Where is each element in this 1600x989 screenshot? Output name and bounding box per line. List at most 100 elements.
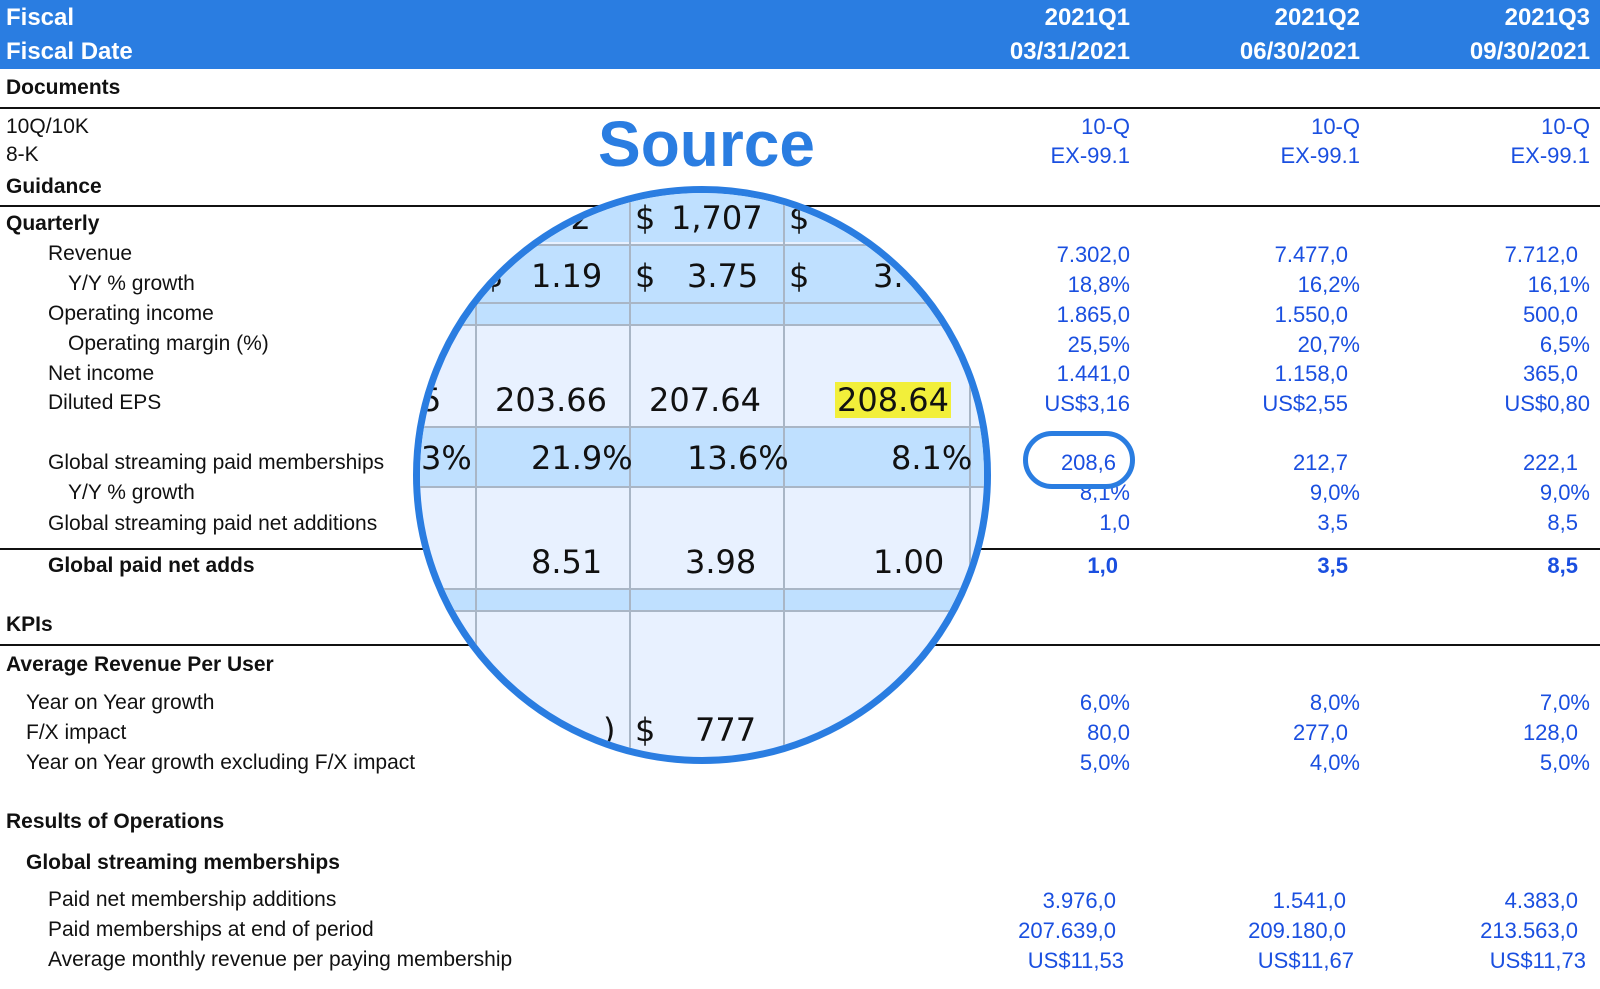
row-label-gspm: Global streaming paid memberships — [48, 451, 385, 474]
cell-gspna-q3[interactable]: 8,5 — [1547, 510, 1578, 535]
cell-fx-q1[interactable]: 80,0 — [1087, 720, 1130, 745]
cell-yoy-ex-fx-q1[interactable]: 5,0% — [1079, 750, 1130, 775]
section-quarterly: Quarterly — [6, 212, 100, 235]
row-label-gpna: Global paid net adds — [48, 554, 255, 577]
row-label-yoy-ex-fx: Year on Year growth excluding F/X impact — [26, 751, 416, 774]
cell-gspna-q1[interactable]: 1,0 — [1099, 510, 1130, 535]
magnifier-gridline — [420, 588, 984, 590]
magnifier-gridline — [420, 302, 984, 304]
cell-doc1-q1[interactable]: 10-Q — [1081, 114, 1130, 139]
cell-avg-rev-q1[interactable]: US$11,53 — [1027, 948, 1124, 973]
magnifier-lens: -2 $ 1,707 $ $ 1.19 $ 3.75 $ 3. 5 203.66… — [413, 186, 991, 764]
cell-gpna-q2[interactable]: 3,5 — [1317, 553, 1348, 578]
period-q2-quarter[interactable]: 2021Q2 — [1274, 4, 1360, 31]
cell-op-income-q1[interactable]: 1.865,0 — [1056, 302, 1130, 327]
cell-op-margin-q2[interactable]: 20,7% — [1297, 332, 1360, 357]
cell-doc2-q2[interactable]: EX-99.1 — [1280, 143, 1361, 168]
cell-fx-q3[interactable]: 128,0 — [1522, 720, 1578, 745]
magnifier-band — [420, 193, 984, 242]
cell-diluted-eps-q3[interactable]: US$0,80 — [1504, 391, 1590, 416]
magnifier-content: -2 $ 1,707 $ $ 1.19 $ 3.75 $ 3. 5 203.66… — [420, 193, 984, 757]
cell-op-income-q3[interactable]: 500,0 — [1522, 302, 1578, 327]
cell-diluted-eps-q1[interactable]: US$3,16 — [1044, 391, 1130, 416]
cell-yoy-ex-fx-q2[interactable]: 4,0% — [1309, 750, 1360, 775]
cell-yoy-q2[interactable]: 8,0% — [1309, 690, 1360, 715]
row-label-gspm-growth: Y/Y % growth — [68, 481, 195, 504]
mag-cell: 8.1% — [891, 439, 973, 477]
row-label-paid-end: Paid memberships at end of period — [48, 918, 374, 941]
cell-revenue-growth-q2[interactable]: 16,2% — [1297, 272, 1360, 297]
cell-gpna-q1[interactable]: 1,0 — [1087, 553, 1118, 578]
cell-net-income-q2[interactable]: 1.158,0 — [1274, 361, 1348, 386]
magnifier-band — [420, 302, 984, 324]
section-gsm: Global streaming memberships — [26, 851, 340, 874]
cell-paid-net-add-q2[interactable]: 1.541,0 — [1272, 888, 1346, 913]
mag-cell: 1.19 — [531, 257, 603, 295]
cell-fx-q2[interactable]: 277,0 — [1292, 720, 1348, 745]
cell-revenue-growth-q3[interactable]: 16,1% — [1527, 272, 1590, 297]
row-label-avg-rev: Average monthly revenue per paying membe… — [48, 948, 513, 971]
section-documents: Documents — [6, 76, 121, 99]
cell-paid-end-q1[interactable]: 207.639,0 — [1018, 918, 1116, 943]
cell-gspna-q2[interactable]: 3,5 — [1317, 510, 1348, 535]
mag-cell: $ — [635, 711, 656, 749]
cell-paid-end-q2[interactable]: 209.180,0 — [1248, 918, 1346, 943]
cell-avg-rev-q3[interactable]: US$11,73 — [1489, 948, 1586, 973]
cell-paid-net-add-q1[interactable]: 3.976,0 — [1042, 888, 1116, 913]
cell-gspm-q1[interactable]: 208,6 — [1060, 450, 1116, 475]
period-q3-date: 09/30/2021 — [1469, 38, 1590, 65]
cell-gpna-q3[interactable]: 8,5 — [1547, 553, 1578, 578]
mag-highlighted-cell: 208.64 — [835, 381, 951, 419]
row-label-operating-income: Operating income — [48, 302, 214, 325]
mag-cell: $ — [635, 257, 656, 295]
mag-cell: -2 — [559, 199, 591, 237]
cell-doc1-q3[interactable]: 10-Q — [1541, 114, 1590, 139]
cell-revenue-q3[interactable]: 7.712,0 — [1504, 242, 1578, 267]
cell-avg-rev-q2[interactable]: US$11,67 — [1257, 948, 1354, 973]
cell-net-income-q1[interactable]: 1.441,0 — [1056, 361, 1130, 386]
cell-diluted-eps-q2[interactable]: US$2,55 — [1262, 391, 1348, 416]
cell-net-income-q3[interactable]: 365,0 — [1522, 361, 1578, 386]
row-label-revenue: Revenue — [48, 242, 133, 265]
row-label-paid-net-add: Paid net membership additions — [48, 888, 337, 911]
cell-revenue-q2[interactable]: 7.477,0 — [1274, 242, 1348, 267]
period-q1-date: 03/31/2021 — [1009, 38, 1130, 65]
cell-gspm-q2[interactable]: 212,7 — [1292, 450, 1348, 475]
section-kpis: KPIs — [6, 613, 53, 636]
mag-cell: 21.9% — [531, 439, 633, 477]
mag-cell: 3.75 — [687, 257, 759, 295]
mag-cell: $ — [483, 257, 504, 295]
period-q1-quarter[interactable]: 2021Q1 — [1044, 4, 1130, 31]
cell-gspm-growth-q3[interactable]: 9,0% — [1539, 480, 1590, 505]
fiscal-date-label: Fiscal Date — [6, 38, 133, 65]
mag-cell: ) — [421, 543, 434, 581]
cell-doc2-q1[interactable]: EX-99.1 — [1050, 143, 1131, 168]
magnifier-band — [420, 426, 984, 486]
cell-op-margin-q1[interactable]: 25,5% — [1067, 332, 1130, 357]
cell-doc1-q2[interactable]: 10-Q — [1311, 114, 1360, 139]
cell-op-income-q2[interactable]: 1.550,0 — [1274, 302, 1348, 327]
mag-cell: 13.6% — [687, 439, 789, 477]
mag-cell: 8.51 — [531, 543, 603, 581]
cell-op-margin-q3[interactable]: 6,5% — [1539, 332, 1590, 357]
cell-yoy-ex-fx-q3[interactable]: 5,0% — [1539, 750, 1590, 775]
period-q3-quarter[interactable]: 2021Q3 — [1504, 4, 1590, 31]
magnifier-gridline — [420, 486, 984, 488]
cell-revenue-q1[interactable]: 7.302,0 — [1056, 242, 1130, 267]
highlight-oval — [1023, 431, 1135, 489]
magnifier-band — [420, 246, 984, 302]
cell-gspm-q3[interactable]: 222,1 — [1522, 450, 1578, 475]
source-label: Source — [598, 108, 815, 180]
cell-paid-end-q3[interactable]: 213.563,0 — [1480, 918, 1578, 943]
cell-gspm-growth-q2[interactable]: 9,0% — [1309, 480, 1360, 505]
period-q2-date: 06/30/2021 — [1239, 38, 1360, 65]
cell-yoy-q1[interactable]: 6,0% — [1079, 690, 1130, 715]
magnifier-gridline — [420, 324, 984, 326]
cell-yoy-q3[interactable]: 7,0% — [1539, 690, 1590, 715]
cell-paid-net-add-q3[interactable]: 4.383,0 — [1504, 888, 1578, 913]
mag-cell: 207.64 — [649, 381, 761, 419]
cell-revenue-growth-q1[interactable]: 18,8% — [1067, 272, 1130, 297]
section-results: Results of Operations — [6, 810, 225, 833]
mag-cell: 5 — [421, 381, 442, 419]
cell-doc2-q3[interactable]: EX-99.1 — [1510, 143, 1591, 168]
